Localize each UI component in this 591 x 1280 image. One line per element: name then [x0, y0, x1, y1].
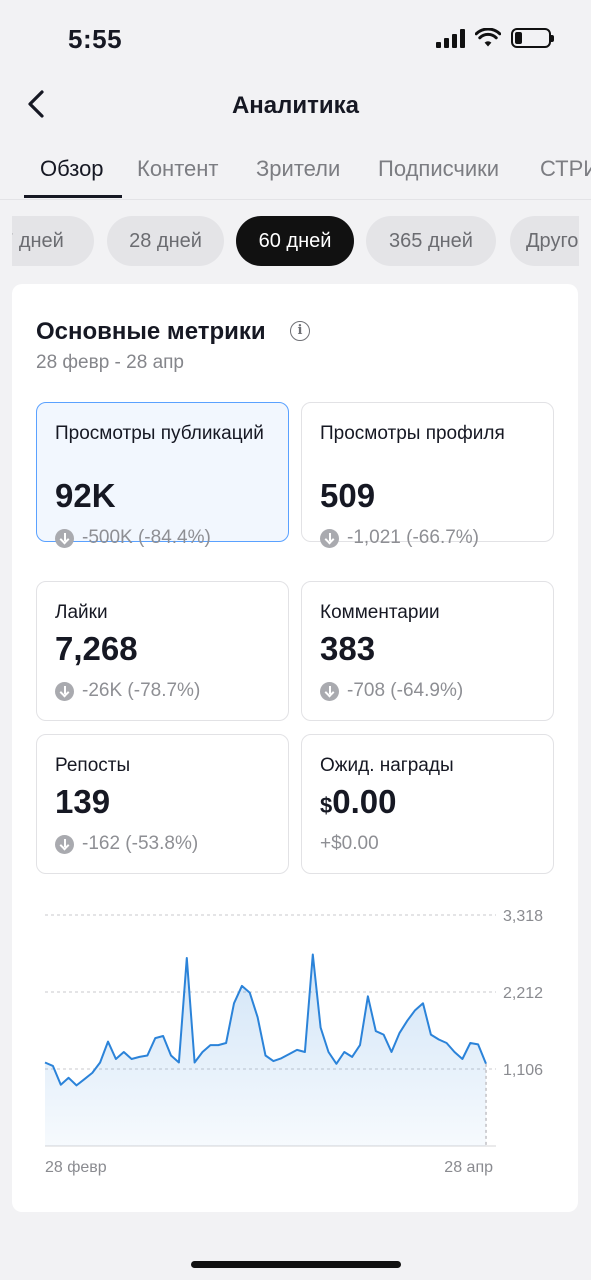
- tab-followers[interactable]: Подписчики: [378, 156, 500, 181]
- metric-value: 92K: [55, 477, 116, 514]
- card-title: Основные метрики: [36, 318, 266, 345]
- series-area: [45, 954, 486, 1146]
- metric-delta-text: -1,021 (-66.7%): [347, 527, 480, 548]
- page-title: Аналитика: [231, 92, 360, 119]
- back-button[interactable]: [18, 84, 54, 124]
- x-tick-label-start: 28 февр: [45, 1159, 107, 1176]
- arrow-down-icon: [55, 528, 74, 548]
- date-range: 28 февр - 28 апр: [36, 352, 184, 373]
- metric-delta: -26K (-78.7%): [55, 680, 200, 702]
- metric-delta-text: +$0.00: [320, 833, 379, 854]
- arrow-down-icon: [320, 528, 339, 548]
- period-custom[interactable]: Другое: [510, 216, 579, 266]
- metric-reposts[interactable]: Репосты 139 -162 (-53.8%): [36, 734, 289, 874]
- y-tick-label: 3,318: [503, 908, 543, 925]
- tab-bar: Обзор Контент Зрители Подписчики СТРИ: [0, 148, 591, 200]
- metric-estimated-rewards[interactable]: Ожид. награды $0.00 +$0.00: [301, 734, 554, 874]
- wifi-icon: [475, 28, 501, 47]
- period-7-days[interactable]: 7 дней: [12, 216, 94, 266]
- metric-delta: +$0.00: [320, 833, 379, 855]
- metric-delta-text: -500K (-84.4%): [82, 527, 211, 548]
- metric-post-views[interactable]: Просмотры публикаций 92K -500K (-84.4%): [36, 402, 289, 548]
- metric-value: 509: [320, 477, 376, 514]
- views-chart[interactable]: 3,318 2,212 1,106 28 февр 28 апр: [12, 894, 578, 1194]
- metric-label: Репосты: [55, 755, 131, 776]
- home-indicator: [191, 1261, 401, 1268]
- period-selector: 7 дней 28 дней 60 дней 365 дней Другое: [12, 216, 579, 268]
- metric-label: Комментарии: [320, 602, 440, 623]
- key-metrics-card: Основные метрики i 28 февр - 28 апр Прос…: [12, 284, 578, 1212]
- metric-value: 7,268: [55, 630, 138, 667]
- y-tick-label: 1,106: [503, 1062, 543, 1079]
- y-tick-label: 2,212: [503, 985, 543, 1002]
- arrow-down-icon: [55, 834, 74, 854]
- metric-comments[interactable]: Комментарии 383 -708 (-64.9%): [301, 581, 554, 721]
- metric-profile-views[interactable]: Просмотры профиля 509 -1,021 (-66.7%): [301, 402, 554, 548]
- status-icons: [436, 28, 554, 48]
- active-tab-indicator: [24, 195, 122, 198]
- metric-delta-text: -162 (-53.8%): [82, 833, 199, 854]
- tab-viewers[interactable]: Зрители: [256, 156, 341, 181]
- header: Аналитика: [0, 70, 591, 140]
- period-28-days[interactable]: 28 дней: [107, 216, 224, 266]
- back-arrow-icon: [28, 90, 44, 118]
- currency-symbol: $: [320, 793, 333, 818]
- metric-delta: -708 (-64.9%): [320, 680, 463, 702]
- metric-delta-text: -26K (-78.7%): [82, 680, 201, 701]
- tab-live[interactable]: СТРИ: [540, 156, 591, 181]
- metric-label: Просмотры публикаций: [55, 423, 264, 444]
- info-icon[interactable]: i: [290, 321, 310, 341]
- x-tick-label-end: 28 апр: [444, 1159, 493, 1176]
- status-time: 5:55: [68, 24, 123, 54]
- arrow-down-icon: [55, 681, 74, 701]
- metric-delta: -500K (-84.4%): [55, 527, 211, 549]
- metric-value: $0.00: [320, 783, 396, 821]
- metric-delta-text: -708 (-64.9%): [347, 680, 464, 701]
- period-60-days[interactable]: 60 дней: [236, 216, 354, 266]
- metric-label: Лайки: [55, 602, 108, 623]
- status-bar: 5:55: [0, 0, 591, 70]
- battery-icon: [511, 28, 554, 48]
- chart-svg: 3,318 2,212 1,106 28 февр 28 апр: [44, 908, 543, 1176]
- metric-likes[interactable]: Лайки 7,268 -26K (-78.7%): [36, 581, 289, 721]
- metric-value: 139: [55, 783, 111, 820]
- arrow-down-icon: [320, 681, 339, 701]
- metric-value: 383: [320, 630, 376, 667]
- tab-overview[interactable]: Обзор: [40, 156, 104, 181]
- metric-value-number: 0.00: [332, 783, 397, 820]
- metric-label: Ожид. награды: [320, 755, 454, 776]
- period-365-days[interactable]: 365 дней: [366, 216, 496, 266]
- tab-content[interactable]: Контент: [137, 156, 219, 181]
- signal-icon: [436, 28, 465, 48]
- metric-label: Просмотры профиля: [320, 423, 505, 444]
- metric-delta: -162 (-53.8%): [55, 833, 198, 855]
- metric-delta: -1,021 (-66.7%): [320, 527, 479, 549]
